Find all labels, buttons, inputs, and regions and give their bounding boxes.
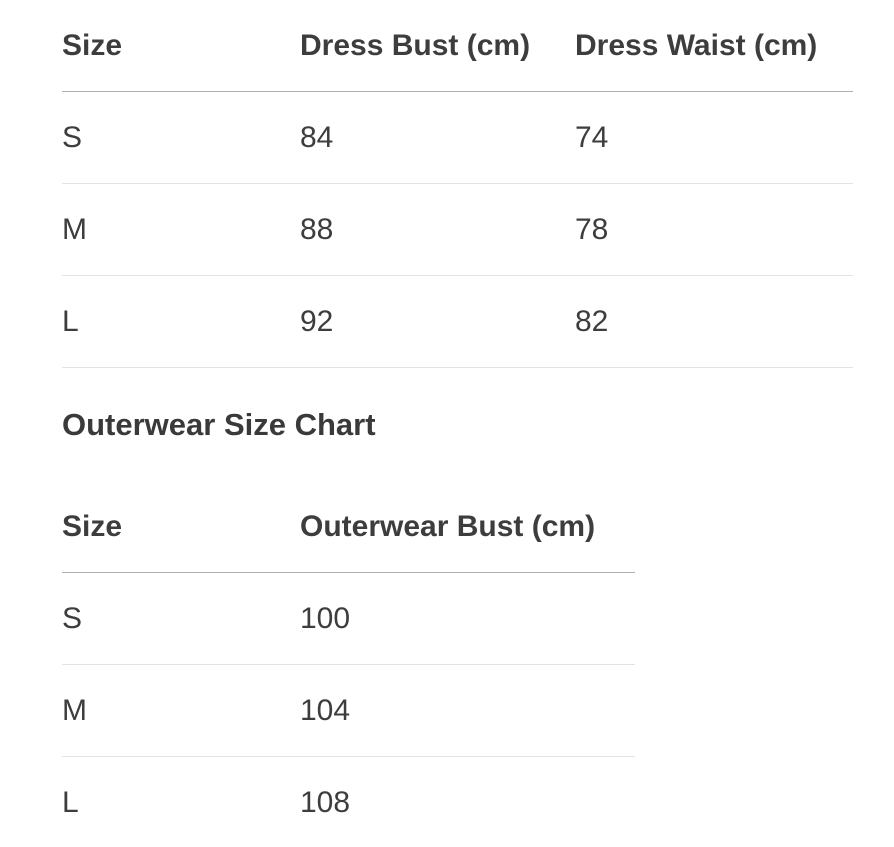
outerwear-bust-s: 100 (300, 601, 351, 635)
dress-bust-l: 92 (300, 304, 334, 338)
outerwear-size-s: S (62, 601, 83, 635)
dress-bust-s: 84 (300, 120, 334, 154)
outerwear-table-header-row: Size Outerwear Bust (cm) (62, 481, 635, 573)
dress-waist-m: 78 (575, 212, 609, 246)
outerwear-size-m: M (62, 693, 87, 727)
dress-waist-l: 82 (575, 304, 609, 338)
outerwear-bust-l: 108 (300, 785, 351, 819)
outerwear-size-l: L (62, 785, 79, 819)
outerwear-col-header-size: Size (62, 509, 123, 543)
table-row: S 84 74 (62, 92, 853, 184)
outerwear-bust-m: 104 (300, 693, 351, 727)
dress-col-header-size: Size (62, 28, 123, 62)
outerwear-size-table: Size Outerwear Bust (cm) S 100 M 104 L 1… (62, 481, 635, 847)
outerwear-section-heading: Outerwear Size Chart (62, 406, 376, 442)
dress-size-m: M (62, 212, 87, 246)
table-row: L 108 (62, 757, 635, 847)
dress-bust-m: 88 (300, 212, 334, 246)
table-row: L 92 82 (62, 276, 853, 368)
outerwear-section-heading-wrap: Outerwear Size Chart (62, 368, 894, 481)
dress-table-header-row: Size Dress Bust (cm) Dress Waist (cm) (62, 0, 853, 92)
table-row: S 100 (62, 573, 635, 665)
outerwear-col-header-bust: Outerwear Bust (cm) (300, 509, 596, 543)
dress-waist-s: 74 (575, 120, 609, 154)
table-row: M 104 (62, 665, 635, 757)
dress-col-header-bust: Dress Bust (cm) (300, 28, 531, 62)
dress-size-l: L (62, 304, 79, 338)
table-row: M 88 78 (62, 184, 853, 276)
dress-col-header-waist: Dress Waist (cm) (575, 28, 818, 62)
dress-size-s: S (62, 120, 83, 154)
dress-size-table: Size Dress Bust (cm) Dress Waist (cm) S … (62, 0, 853, 368)
